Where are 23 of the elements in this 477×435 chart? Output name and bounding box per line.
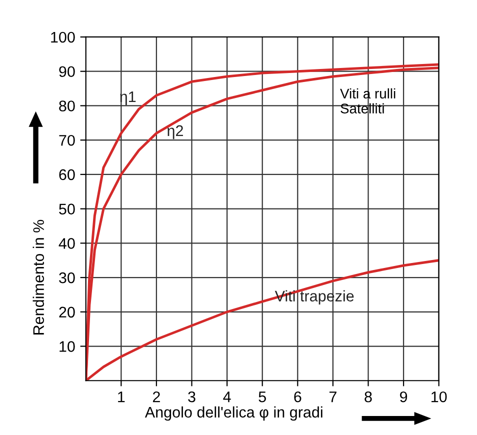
- x-tick-label: 1: [118, 392, 125, 402]
- x-tick-label: 8: [364, 391, 372, 402]
- x-tick-label: 6: [294, 391, 302, 402]
- y-tick-label: 90: [59, 66, 75, 78]
- x-tick-label: 7: [329, 392, 336, 402]
- x-tick-label: 3: [188, 391, 196, 402]
- series-label: η2: [168, 125, 183, 140]
- y-tick-label: 10: [60, 341, 75, 352]
- x-tick-label: 4: [223, 392, 231, 402]
- y-tick-label: 50: [59, 204, 75, 214]
- y-tick-label: 60: [59, 169, 75, 180]
- y-tick-label: 70: [59, 134, 75, 146]
- y-tick-label: 100: [51, 32, 75, 43]
- y-axis-title: Rendimento in %: [32, 220, 44, 334]
- y-tick-label: 20: [59, 306, 75, 318]
- x-axis-title: Angolo dell'elica φ in gradi: [144, 406, 322, 421]
- y-tick-label: 80: [59, 100, 75, 112]
- y-tick-label: 40: [58, 238, 75, 249]
- x-tick-label: 9: [400, 391, 408, 402]
- x-tick-label: 10: [432, 391, 447, 402]
- y-tick-label: 30: [59, 272, 75, 284]
- x-tick-label: 5: [258, 392, 266, 402]
- x-tick-label: 2: [152, 391, 160, 402]
